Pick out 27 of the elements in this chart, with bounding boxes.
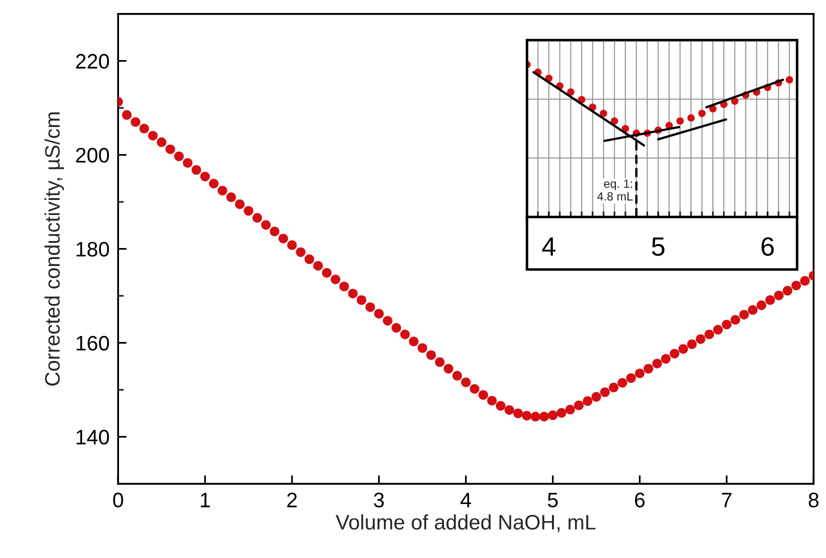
x-tick-label: 5 <box>652 237 664 256</box>
y-tick-label: 200 <box>76 148 109 163</box>
point <box>567 88 574 96</box>
y-tick-label: 180 <box>76 242 109 257</box>
x-tick-label: 8 <box>808 492 818 508</box>
point <box>600 110 608 118</box>
x-tick-label: 5 <box>548 492 558 508</box>
point <box>786 76 794 84</box>
y-tick-label: 220 <box>76 54 109 69</box>
x-tick-label: 4 <box>542 237 556 256</box>
x-tick-label: 0 <box>113 492 124 508</box>
x-axis-title: Volume of added NaOH, mL <box>336 514 596 532</box>
point <box>698 110 706 118</box>
ref-line-label: eq. 1: 4.8 mL <box>597 180 633 201</box>
point <box>676 117 684 125</box>
x-tick-label: 7 <box>722 492 732 508</box>
x-tick-label: 1 <box>200 492 210 508</box>
point <box>687 114 695 122</box>
x-tick-label: 3 <box>374 492 384 508</box>
point <box>610 117 618 125</box>
x-tick-label: 2 <box>287 492 297 508</box>
x-tick-label: 6 <box>635 492 645 508</box>
y-tick-label: 140 <box>76 430 109 445</box>
x-tick-label: 4 <box>460 492 472 508</box>
y-axis-title: Corrected conductivity, µS/cm <box>44 112 64 386</box>
x-tick-label: 6 <box>762 237 774 256</box>
y-tick-label: 160 <box>76 336 109 351</box>
